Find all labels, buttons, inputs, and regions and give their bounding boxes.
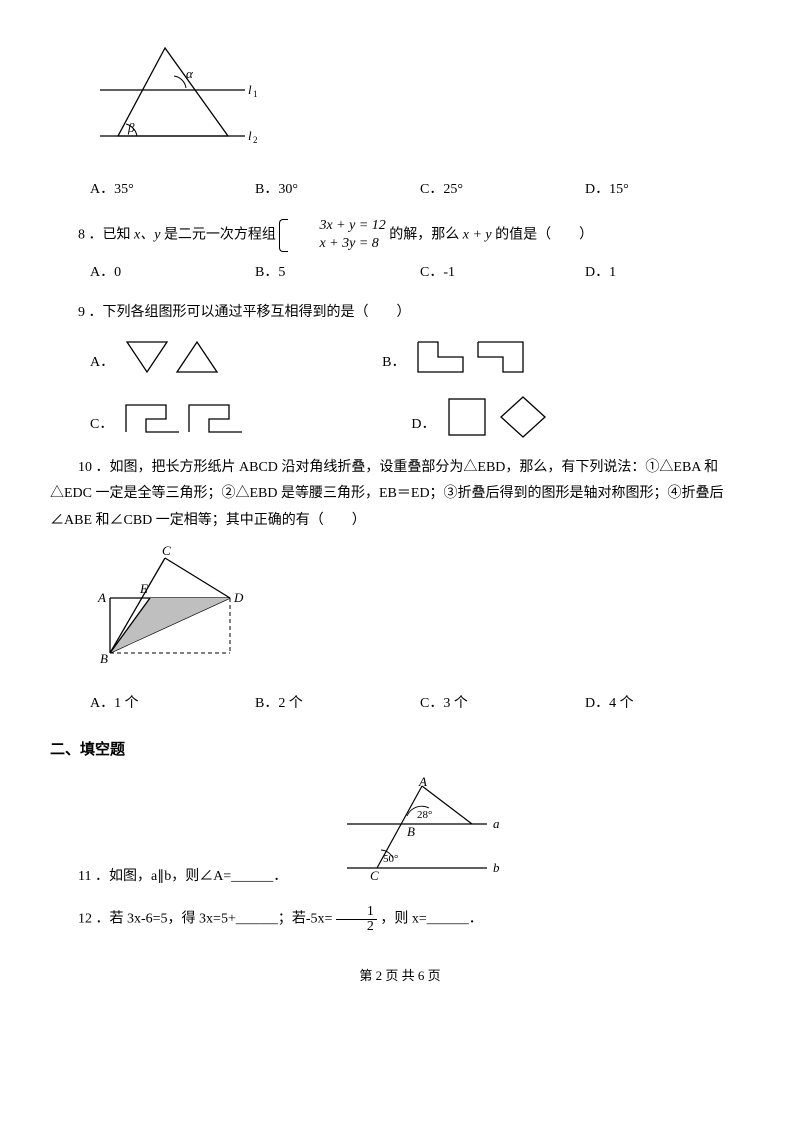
- svg-text:50°: 50°: [383, 853, 398, 865]
- q11-figure: 28° 50° A B C a b: [307, 776, 517, 897]
- q11-text: 11 ．如图，a∥b，则∠A=______．: [50, 864, 287, 891]
- svg-text:D: D: [233, 590, 244, 605]
- frac-den: 2: [336, 920, 377, 934]
- svg-text:A: A: [418, 776, 427, 789]
- q9-text: 9 ．下列各组图形可以通过平移互相得到的是（ ）: [50, 300, 750, 327]
- q9-shape-a: [122, 337, 222, 377]
- opt-b: B．2 个: [255, 691, 420, 718]
- q8-b: 是二元一次方程组: [164, 228, 276, 243]
- svg-text:β: β: [127, 120, 135, 135]
- opt-d: D．15°: [585, 177, 750, 204]
- q10-figure: A B C D E: [90, 543, 750, 684]
- q8-system: 3x + y = 12 x + 3y = 8: [279, 217, 385, 253]
- svg-text:l: l: [248, 82, 252, 97]
- q8-d: 的值是（ ）: [495, 228, 593, 243]
- svg-text:b: b: [493, 860, 500, 875]
- section-2-title: 二、填空题: [50, 736, 750, 765]
- label-a: A．: [90, 350, 114, 377]
- q7-options: A．35° B．30° C．25° D．15°: [90, 177, 750, 204]
- q8-text: 8 ．已知 x、y 是二元一次方程组 3x + y = 12 x + 3y = …: [50, 217, 750, 253]
- opt-d: D．4 个: [585, 691, 750, 718]
- svg-text:a: a: [493, 816, 500, 831]
- label-c: C．: [90, 412, 113, 439]
- q9-shape-c: [121, 399, 251, 439]
- q9-shape-d: [443, 393, 553, 439]
- svg-text:A: A: [97, 590, 106, 605]
- q12-a: 12 ．若 3x-6=5，得 3x=5+______；若-5x=: [78, 912, 332, 927]
- q10-options: A．1 个 B．2 个 C．3 个 D．4 个: [90, 691, 750, 718]
- svg-text:C: C: [370, 868, 379, 883]
- opt-c: C．-1: [420, 260, 585, 287]
- opt-c: C．25°: [420, 177, 585, 204]
- svg-text:E: E: [139, 581, 148, 596]
- eq2: x + 3y = 8: [291, 235, 385, 253]
- q8-a: 8 ．已知: [78, 228, 131, 243]
- svg-text:28°: 28°: [417, 809, 432, 821]
- svg-text:B: B: [100, 651, 108, 666]
- svg-text:2: 2: [253, 135, 258, 145]
- label-b: B．: [382, 350, 405, 377]
- q12-text: 12 ．若 3x-6=5，得 3x=5+______；若-5x= 1 2 ，则 …: [50, 905, 750, 934]
- opt-d: D．1: [585, 260, 750, 287]
- q8-xy: x、y: [134, 228, 160, 243]
- opt-a: A．0: [90, 260, 255, 287]
- q10-text: 10 ．如图，把长方形纸片 ABCD 沿对角线折叠，设重叠部分为△EBD，那么，…: [50, 455, 750, 535]
- q9-shape-b: [413, 337, 533, 377]
- eq1: 3x + y = 12: [291, 217, 385, 235]
- svg-text:l: l: [248, 128, 252, 143]
- svg-text:C: C: [162, 543, 171, 558]
- opt-c: C．3 个: [420, 691, 585, 718]
- q8-options: A．0 B．5 C．-1 D．1: [90, 260, 750, 287]
- opt-b: B．5: [255, 260, 420, 287]
- q7-figure: α β l1 l2: [90, 38, 750, 169]
- q12-frac: 1 2: [336, 905, 377, 934]
- svg-text:1: 1: [253, 89, 258, 99]
- opt-b: B．30°: [255, 177, 420, 204]
- frac-num: 1: [336, 905, 377, 920]
- opt-a: A．1 个: [90, 691, 255, 718]
- opt-a: A．35°: [90, 177, 255, 204]
- q12-b: ，则 x=______．: [380, 912, 482, 927]
- q8-xpy: x + y: [463, 228, 492, 243]
- label-d: D．: [411, 412, 435, 439]
- svg-text:B: B: [407, 824, 415, 839]
- q9-shapes: A． B． C． D．: [90, 337, 750, 439]
- q8-c: 的解，那么: [389, 228, 459, 243]
- svg-text:α: α: [186, 66, 194, 81]
- page-footer: 第 2 页 共 6 页: [50, 964, 750, 989]
